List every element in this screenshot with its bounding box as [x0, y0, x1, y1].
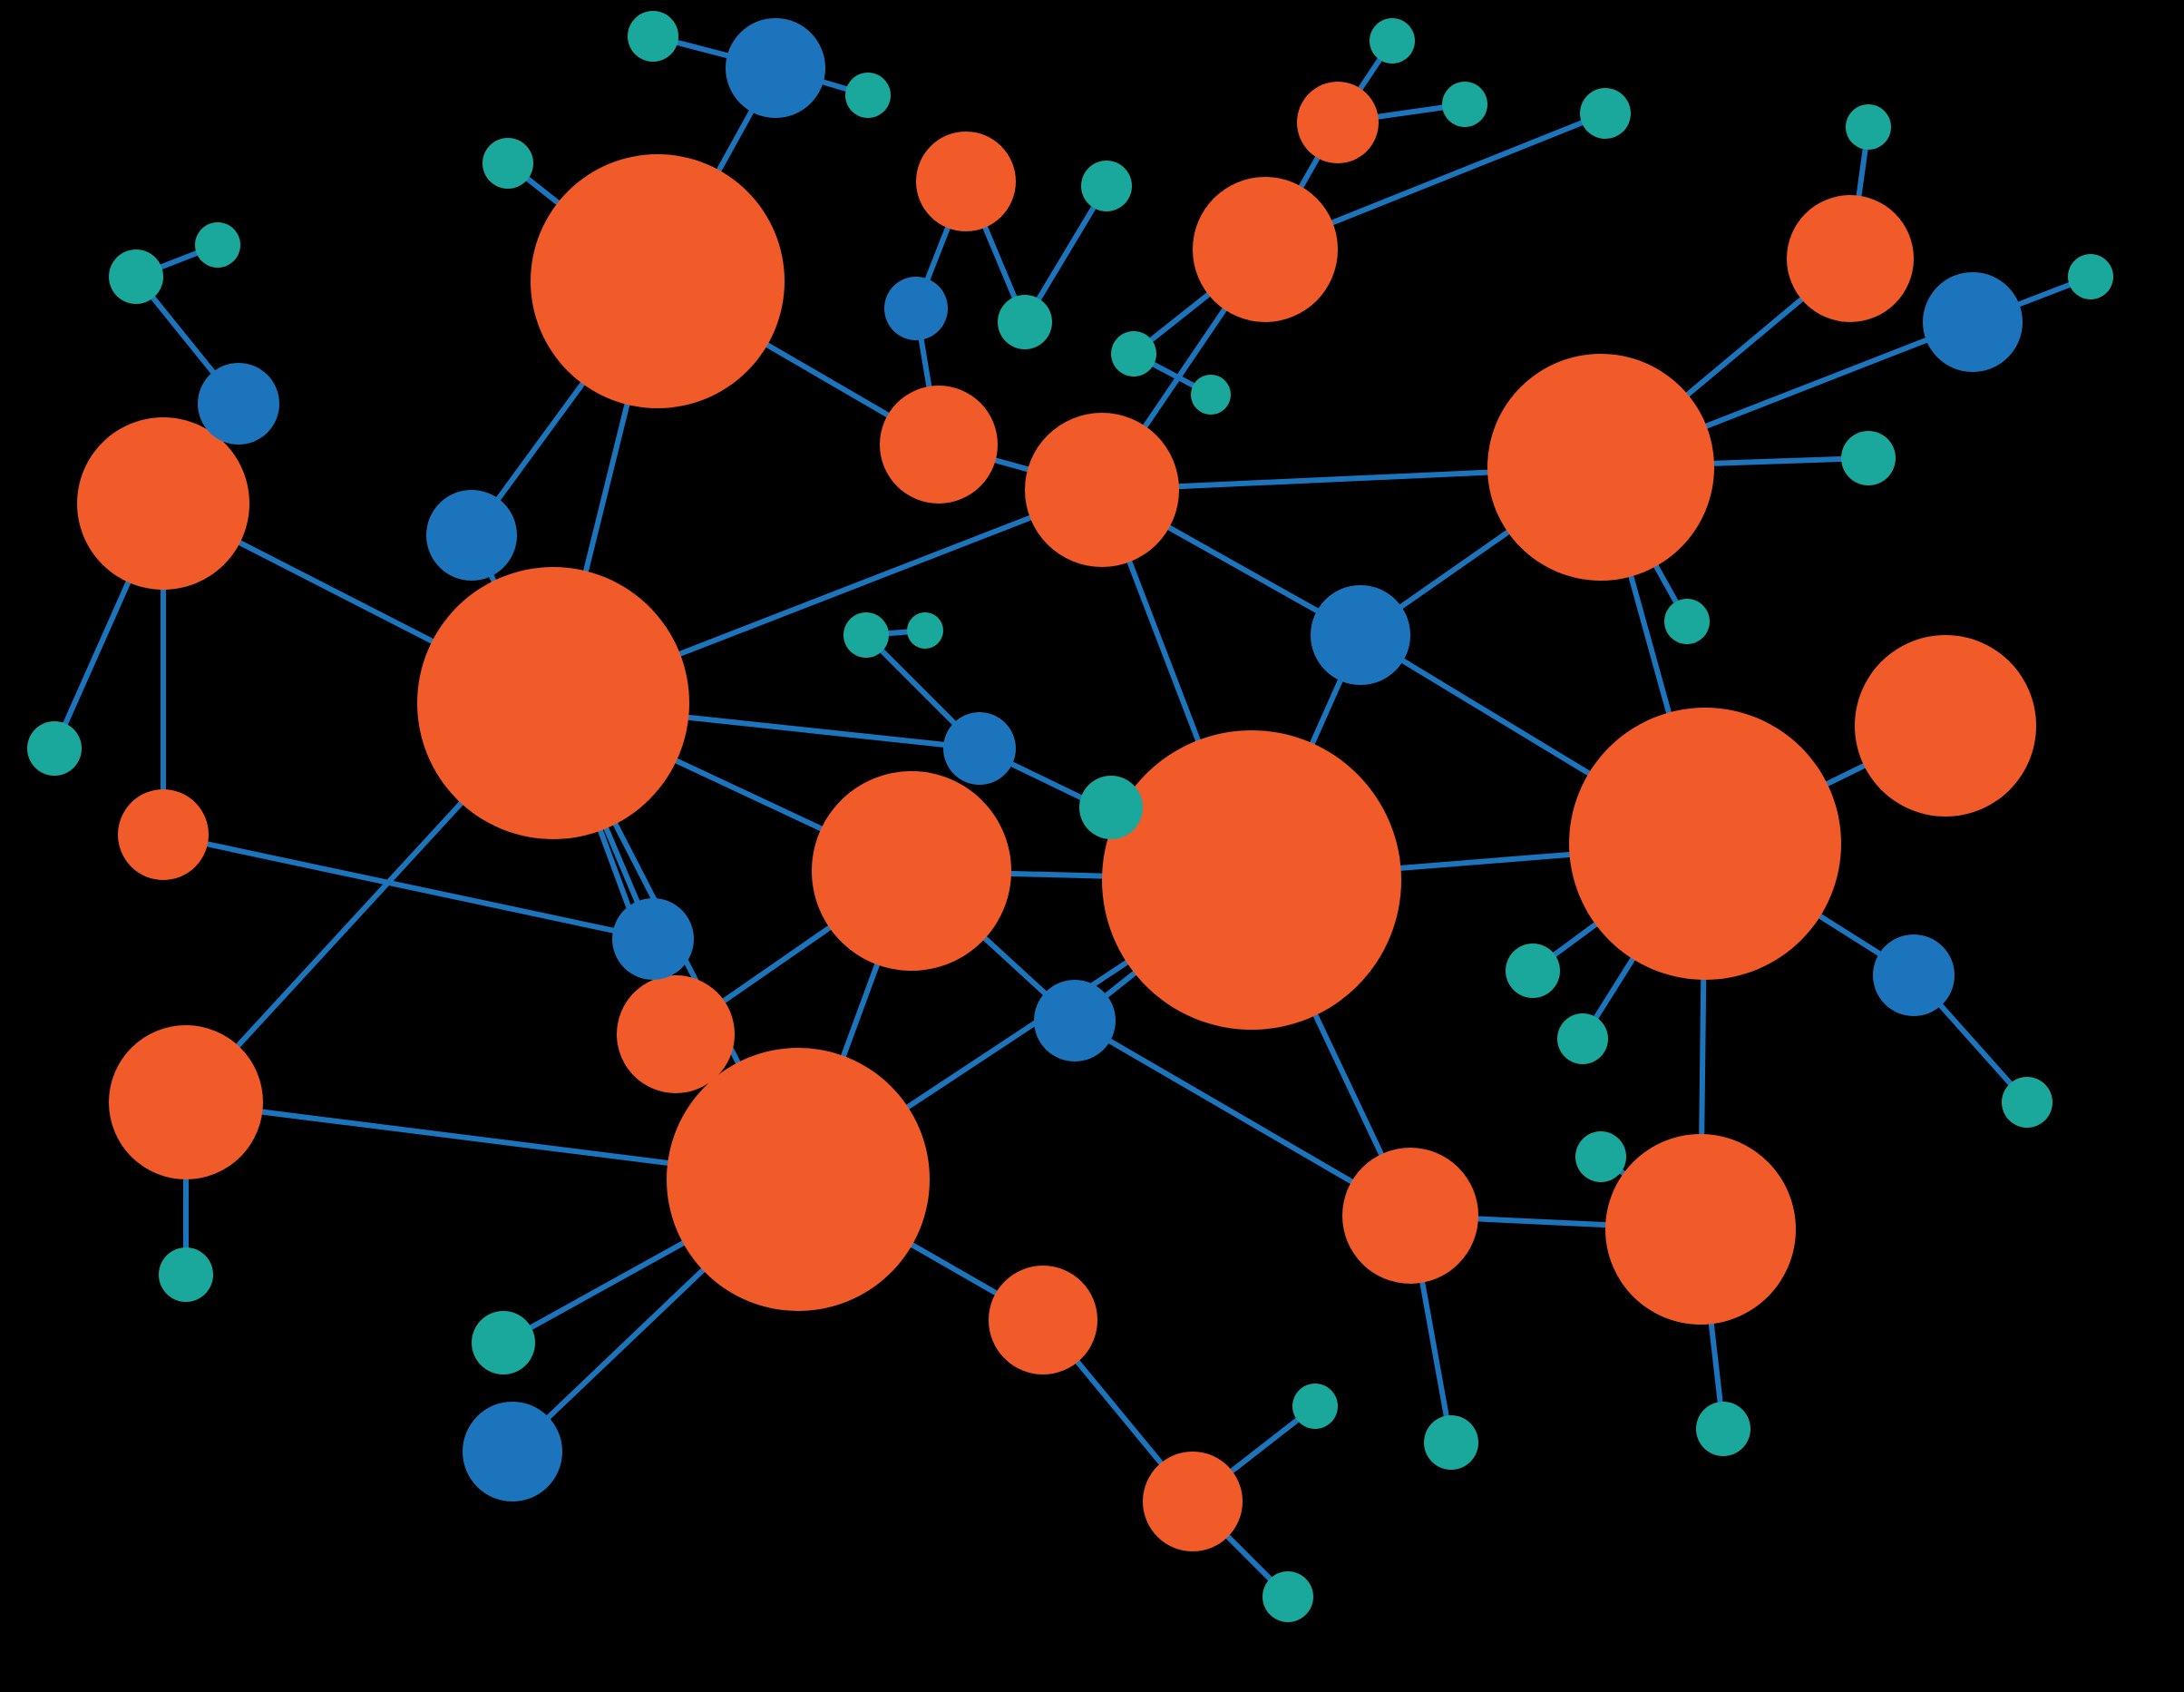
node [907, 612, 943, 649]
node [1424, 1415, 1478, 1470]
node [417, 567, 689, 839]
node [483, 138, 533, 189]
node [916, 132, 1016, 231]
node [1034, 980, 1116, 1061]
node [1297, 82, 1379, 163]
node [1873, 934, 1955, 1016]
node [880, 386, 998, 504]
node [726, 18, 825, 118]
node [109, 249, 163, 304]
node [1569, 708, 1841, 980]
node [1111, 331, 1156, 377]
node [998, 295, 1052, 349]
node [612, 898, 694, 980]
node [1311, 585, 1410, 685]
node [1787, 195, 1914, 322]
node [1263, 1571, 1313, 1622]
node [1193, 177, 1338, 322]
node [118, 789, 209, 880]
node [109, 1025, 263, 1179]
node [617, 975, 735, 1093]
node [27, 721, 82, 776]
node [1191, 375, 1231, 415]
node [531, 154, 785, 408]
node [1081, 161, 1132, 211]
node [426, 490, 517, 581]
node [1923, 272, 2023, 372]
node [1143, 1452, 1243, 1551]
node [1575, 1131, 1626, 1182]
network-diagram [0, 0, 2184, 1692]
node [2068, 254, 2113, 299]
node [884, 277, 948, 340]
node [812, 771, 1011, 971]
node [2002, 1077, 2052, 1128]
node [195, 222, 240, 268]
node [1605, 1134, 1796, 1325]
node [1664, 599, 1710, 644]
node [1580, 88, 1631, 139]
node [1696, 1402, 1750, 1456]
node [1370, 18, 1415, 64]
node [843, 612, 889, 658]
node [472, 1311, 535, 1374]
node [77, 417, 249, 590]
node [159, 1247, 213, 1302]
node [1855, 635, 2036, 817]
node [1557, 1013, 1608, 1064]
node [1025, 413, 1179, 567]
node [198, 363, 279, 445]
node [667, 1048, 930, 1311]
node [989, 1266, 1097, 1374]
nodes-layer [27, 11, 2113, 1622]
node [1506, 944, 1560, 998]
node [1342, 1148, 1478, 1284]
node [463, 1402, 562, 1501]
node [1846, 104, 1891, 150]
node [845, 73, 891, 118]
node [628, 11, 678, 62]
node [1487, 354, 1714, 581]
node [1442, 82, 1487, 127]
node [1841, 431, 1896, 485]
node [943, 712, 1016, 785]
node [1102, 730, 1401, 1030]
edge [163, 835, 653, 939]
node [1292, 1384, 1338, 1429]
node [1079, 776, 1143, 839]
